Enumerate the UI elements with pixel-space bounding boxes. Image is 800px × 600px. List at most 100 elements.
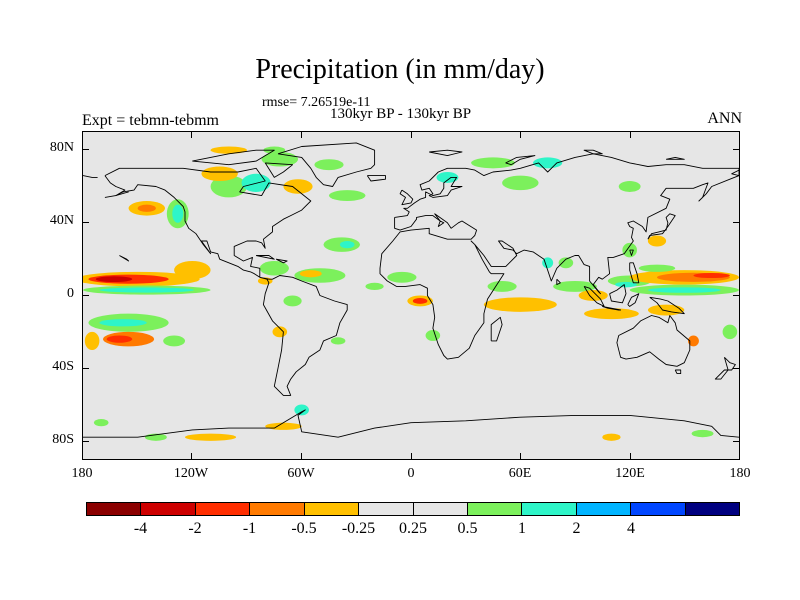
colorbar-segment xyxy=(304,503,360,515)
colorbar xyxy=(86,502,740,516)
precip-anomaly-patch xyxy=(602,433,621,441)
coastline xyxy=(629,262,640,284)
precip-anomaly-patch xyxy=(259,260,289,276)
colorbar-label: -0.25 xyxy=(341,520,376,537)
rmse-label: rmse= 7.26519e-11 xyxy=(262,95,371,110)
precip-anomaly-patch xyxy=(185,433,237,441)
precip-anomaly-patch xyxy=(622,242,637,258)
lon-tick xyxy=(520,453,521,460)
lon-tick xyxy=(630,453,631,460)
lat-label-40n: 40N xyxy=(49,213,74,228)
coastline xyxy=(379,153,739,360)
lon-tick xyxy=(411,131,412,138)
lat-tick xyxy=(733,441,740,442)
coastline xyxy=(83,175,98,178)
lon-label-120e: 120E xyxy=(615,466,645,481)
experiment-label: Expt = tebmn-tebmm xyxy=(82,112,219,129)
precip-anomaly-patch xyxy=(502,175,539,191)
lon-tick xyxy=(520,131,521,138)
precip-anomaly-patch xyxy=(93,419,109,427)
lon-label-0: 0 xyxy=(407,466,415,481)
lat-tick xyxy=(82,222,89,223)
coastline xyxy=(275,258,288,264)
season-label: ANN xyxy=(707,110,742,127)
colorbar-label: -2 xyxy=(188,520,202,537)
precip-anomaly-patch xyxy=(647,235,667,247)
coastline xyxy=(609,284,627,304)
precip-anomaly-patch xyxy=(99,319,147,327)
lat-label-80n: 80N xyxy=(49,140,74,155)
precip-anomaly-patch xyxy=(425,330,441,341)
colorbar-segment xyxy=(576,503,632,515)
coastline xyxy=(505,155,536,166)
lat-tick xyxy=(82,149,89,150)
colorbar-label: -0.5 xyxy=(291,520,317,537)
precip-anomaly-patch xyxy=(106,335,133,343)
precip-anomaly-patch xyxy=(387,271,417,283)
lon-tick xyxy=(630,131,631,138)
lat-tick xyxy=(82,295,89,296)
precip-anomaly-patch xyxy=(84,331,100,350)
lon-tick xyxy=(411,453,412,460)
lat-label-80s: 80S xyxy=(52,432,74,447)
lat-tick xyxy=(733,368,740,369)
precip-anomaly-patch xyxy=(578,290,608,301)
lat-tick xyxy=(82,368,89,369)
lon-label-120w: 120W xyxy=(173,466,209,481)
precip-anomaly-patch xyxy=(174,260,211,280)
precip-anomaly-patch xyxy=(618,181,641,192)
coastline xyxy=(264,162,294,178)
precip-anomaly-patch xyxy=(533,157,563,169)
world-map xyxy=(83,142,739,441)
colorbar-segment xyxy=(685,503,740,515)
lon-tick xyxy=(191,453,192,460)
lat-label-40s: 40S xyxy=(52,359,74,374)
precip-anomaly-patch xyxy=(283,179,313,194)
plot-title: Precipitation (in mm/day) xyxy=(255,54,545,85)
precip-anomaly-patch xyxy=(365,282,384,291)
colorbar-label: 4 xyxy=(627,520,635,537)
period-label: 130kyr BP - 130kyr BP xyxy=(330,106,472,122)
precip-anomaly-patch xyxy=(693,272,730,279)
colorbar-segment xyxy=(631,503,686,515)
precip-anomaly-patch xyxy=(471,157,515,169)
coastline xyxy=(629,249,634,256)
precip-anomaly-patch xyxy=(687,335,699,347)
precip-anomaly-patch xyxy=(172,204,184,223)
coastline xyxy=(714,356,736,380)
lat-tick xyxy=(733,295,740,296)
coastline xyxy=(647,213,676,240)
precip-anomaly-patch xyxy=(99,287,195,293)
coastline-layer xyxy=(83,142,739,438)
lon-label-180w: 180 xyxy=(71,466,93,481)
precip-anomaly-patch xyxy=(265,422,302,430)
lon-tick xyxy=(301,131,302,138)
coastline xyxy=(256,255,275,260)
coastline xyxy=(490,316,503,342)
precip-anomaly-patch xyxy=(163,335,186,347)
colorbar-segment xyxy=(195,503,251,515)
lon-label-60e: 60E xyxy=(508,466,532,481)
coastline xyxy=(192,149,275,166)
coastline xyxy=(666,156,685,160)
precip-anomaly-patch xyxy=(483,297,557,312)
colorbar-label: 0.25 xyxy=(399,520,427,537)
map-panel xyxy=(82,131,740,460)
precip-anomaly-patch xyxy=(691,429,714,438)
precip-anomaly-patch xyxy=(722,324,738,340)
precip-anomaly-patch xyxy=(294,404,309,416)
colorbar-segment xyxy=(413,503,468,515)
coastline xyxy=(583,149,603,155)
coastline xyxy=(627,293,640,307)
colorbar-label: -1 xyxy=(242,520,257,537)
precip-anomaly-patch xyxy=(584,308,639,320)
lat-label-eq: 0 xyxy=(67,286,74,301)
precip-anomaly-patch xyxy=(137,204,156,212)
precip-anomaly-patch xyxy=(210,146,247,154)
lon-tick xyxy=(191,131,192,138)
precip-anomaly-patch xyxy=(436,171,459,183)
coastline xyxy=(119,255,130,262)
precip-anomaly-patch xyxy=(412,298,428,304)
colorbar-label: 0.5 xyxy=(457,520,478,537)
coastline xyxy=(399,189,414,206)
